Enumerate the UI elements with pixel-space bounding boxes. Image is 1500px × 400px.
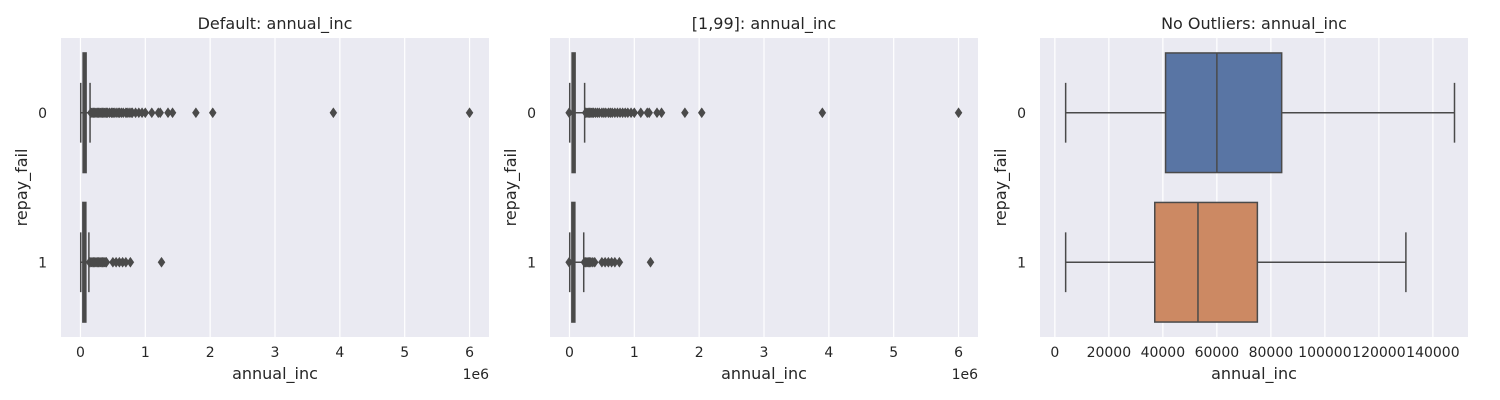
- x-tick-label: 0: [1050, 345, 1059, 361]
- y-tick-label: 0: [527, 106, 536, 122]
- x-tick-label: 2: [206, 345, 215, 361]
- y-tick-label: 0: [38, 106, 47, 122]
- outlier-point: [208, 107, 217, 119]
- chart-panel-0: 0 1 2 3 4 5 6 0 1 Default: annual_inc annual_inc re…: [12, 14, 489, 384]
- outlier-point: [630, 107, 639, 119]
- chart-title: [1,99]: annual_inc: [692, 14, 836, 34]
- x-offset-label: 1e6: [463, 367, 490, 383]
- outlier-point: [102, 256, 111, 268]
- x-axis-label: annual_inc: [1211, 364, 1297, 384]
- x-tick-label: 40000: [1141, 345, 1186, 361]
- box-group: [1064, 201, 1407, 323]
- y-axis-label: repay_fail: [12, 149, 32, 227]
- y-tick-label: 1: [527, 255, 536, 271]
- outlier-point: [147, 107, 156, 119]
- x-tick-label: 0: [76, 345, 85, 361]
- x-tick-label: 3: [271, 345, 280, 361]
- x-tick-label: 1: [141, 345, 150, 361]
- box-iqr: [1164, 52, 1283, 174]
- box-group: [79, 201, 166, 323]
- x-tick-label: 3: [760, 345, 769, 361]
- outlier-point: [156, 107, 165, 119]
- x-axis-label: annual_inc: [232, 364, 318, 384]
- outlier-point: [590, 256, 599, 268]
- outlier-point: [168, 107, 177, 119]
- x-tick-label: 5: [889, 345, 898, 361]
- x-tick-label: 6: [954, 345, 963, 361]
- outlier-point: [465, 107, 474, 119]
- box-group: [79, 52, 474, 174]
- box-iqr: [1154, 201, 1259, 323]
- outlier-point: [646, 256, 655, 268]
- outlier-point: [141, 107, 150, 119]
- x-tick-label: 6: [465, 345, 474, 361]
- outlier-point: [565, 107, 573, 119]
- chart-title: Default: annual_inc: [198, 14, 353, 34]
- outlier-point: [192, 107, 200, 119]
- x-axis-label: annual_inc: [721, 364, 807, 384]
- box-group: [565, 201, 655, 323]
- x-tick-label: 120000: [1352, 345, 1405, 361]
- y-tick-label: 1: [1017, 255, 1026, 271]
- outlier-point: [615, 256, 624, 268]
- outlier-point: [818, 107, 827, 119]
- x-tick-label: 0: [565, 345, 574, 361]
- x-tick-label: 140000: [1406, 345, 1459, 361]
- y-tick-label: 1: [38, 255, 47, 271]
- outlier-point: [565, 256, 573, 268]
- outlier-point: [954, 107, 963, 119]
- outlier-point: [681, 107, 689, 119]
- outlier-point: [645, 107, 654, 119]
- x-tick-label: 4: [824, 345, 833, 361]
- chart-title: No Outliers: annual_inc: [1161, 14, 1347, 34]
- x-tick-label: 80000: [1249, 345, 1294, 361]
- outlier-point: [636, 107, 645, 119]
- outlier-point: [157, 256, 166, 268]
- x-tick-label: 4: [335, 345, 344, 361]
- x-offset-label: 1e6: [952, 367, 979, 383]
- x-tick-label: 2: [695, 345, 704, 361]
- x-tick-label: 20000: [1087, 345, 1132, 361]
- chart-panel-2: 0 20000 40000 60000 80000 100000 120000 140000 0…: [991, 14, 1468, 384]
- outlier-point: [329, 107, 338, 119]
- box-group: [565, 52, 963, 174]
- chart-panel-1: 0 1 2 3 4 5 6 0 1 [1,99]: annual_inc annual_inc rep…: [501, 14, 978, 384]
- outlier-point: [126, 256, 135, 268]
- x-tick-label: 60000: [1195, 345, 1240, 361]
- outlier-point: [697, 107, 706, 119]
- y-axis-label: repay_fail: [991, 149, 1011, 227]
- x-tick-label: 5: [400, 345, 409, 361]
- y-axis-label: repay_fail: [501, 149, 521, 227]
- x-tick-label: 100000: [1298, 345, 1351, 361]
- y-tick-label: 0: [1017, 106, 1026, 122]
- box-group: [1064, 52, 1456, 174]
- x-tick-label: 1: [630, 345, 639, 361]
- outlier-point: [657, 107, 666, 119]
